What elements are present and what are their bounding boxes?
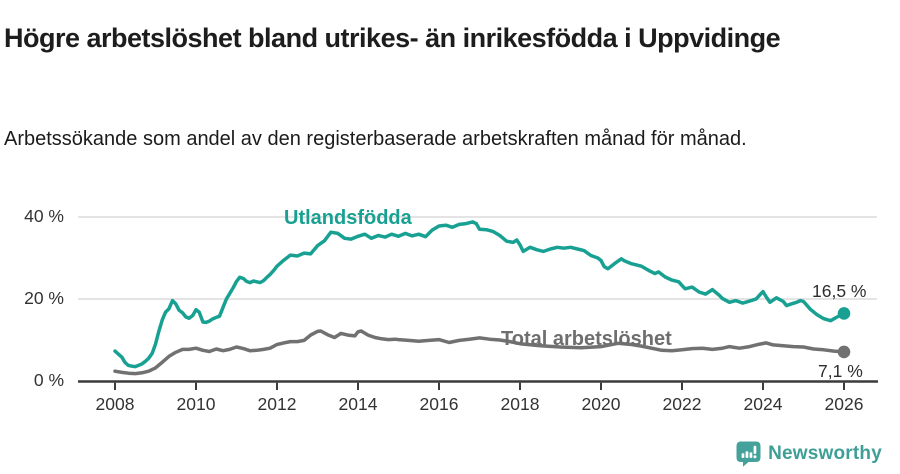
newsworthy-logo-icon — [736, 441, 761, 467]
series-line-total — [113, 329, 846, 376]
x-axis-label-2008: 2008 — [95, 394, 135, 414]
y-axis-label-20: 20 % — [24, 288, 64, 308]
series-line-utlandsfodda — [113, 220, 846, 369]
end-value-label-total: 7,1 % — [818, 361, 863, 381]
page-subtitle: Arbetssökande som andel av den registerb… — [4, 128, 747, 150]
newsworthy-attribution: Newsworthy — [736, 441, 882, 467]
page-title: Högre arbetslöshet bland utrikes- än inr… — [4, 23, 781, 54]
x-axis-label-2022: 2022 — [662, 394, 702, 414]
newsworthy-logo-text: Newsworthy — [768, 443, 882, 464]
x-axis-label-2010: 2010 — [176, 394, 216, 414]
x-axis-label-2018: 2018 — [500, 394, 540, 414]
x-axis-label-2024: 2024 — [743, 394, 783, 414]
y-axis-label-40: 40 % — [24, 206, 64, 226]
end-value-label-utlandsfodda: 16,5 % — [812, 281, 867, 301]
series-label-utlandsfodda: Utlandsfödda — [284, 207, 412, 229]
x-axis-label-2020: 2020 — [581, 394, 621, 414]
y-axis-label-0: 0 % — [33, 370, 64, 390]
end-dot-total — [837, 345, 851, 359]
x-axis-label-2014: 2014 — [338, 394, 378, 414]
x-axis-label-2016: 2016 — [419, 394, 459, 414]
series-label-total-arbetsloshet: Total arbetslöshet — [501, 328, 672, 350]
x-axis-label-2012: 2012 — [257, 394, 297, 414]
end-dot-utlandsfodda — [837, 307, 851, 320]
x-axis-label-2026: 2026 — [824, 394, 864, 414]
